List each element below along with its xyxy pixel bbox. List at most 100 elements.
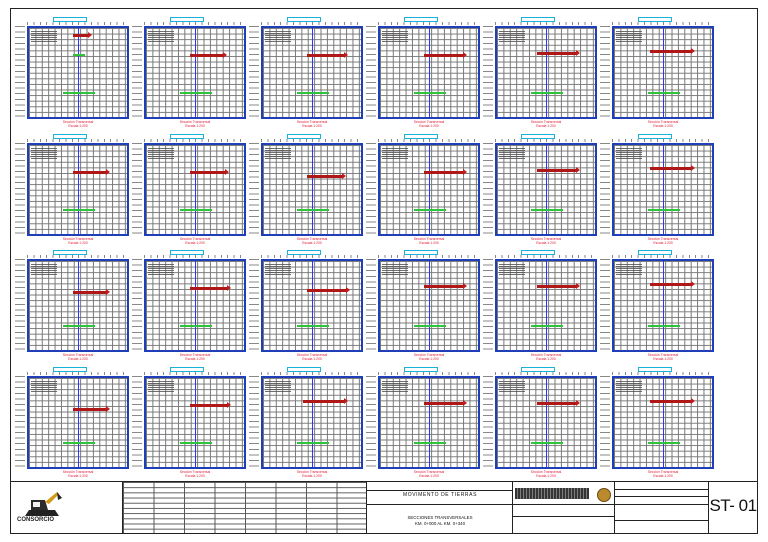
- section-scale-label: Escala 1:200: [302, 357, 322, 361]
- section-grid-frame: [261, 26, 363, 119]
- revision-grid: [123, 482, 367, 534]
- offset-ticks: [378, 138, 480, 142]
- section-legend: [616, 31, 642, 43]
- section-label: Sección Transversal: [62, 353, 94, 357]
- section-scale-label: Escala 1:200: [536, 357, 556, 361]
- cross-section-panel: Sección Transversal Escala 1:200: [366, 250, 482, 367]
- section-scale-label: Escala 1:200: [419, 240, 439, 245]
- offset-ticks: [612, 138, 714, 142]
- design-base-line: [414, 92, 446, 94]
- section-title-box: [404, 17, 438, 22]
- offset-ticks: [144, 371, 246, 375]
- cross-section-panel: Sección Transversal Escala 1:200: [600, 250, 716, 367]
- terrain-profile: [424, 168, 467, 175]
- section-label: Sección Transversal: [296, 236, 328, 241]
- section-title-box: [170, 250, 204, 255]
- section-scale-label: Escala 1:200: [185, 357, 205, 361]
- section-scale-label: Escala 1:200: [185, 240, 205, 245]
- section-scale-label: Escala 1:200: [68, 473, 88, 478]
- section-grid-frame: [144, 26, 246, 119]
- excavator-logo-icon: [25, 492, 62, 516]
- section-grid-frame: [612, 375, 714, 469]
- section-grid-frame: [144, 142, 246, 236]
- section-scale-label: Escala 1:200: [536, 473, 556, 478]
- cross-section-panel: Sección Transversal Escala 1:200: [483, 133, 599, 251]
- terrain-profile: [73, 405, 110, 412]
- section-title-box: [53, 133, 87, 139]
- terrain-profile: [424, 399, 467, 406]
- centerline-axis: [78, 377, 79, 467]
- section-legend: [265, 264, 291, 276]
- cross-section-panel: Sección Transversal Escala 1:200: [249, 250, 365, 367]
- design-base-line: [180, 325, 212, 327]
- centerline-axis: [663, 377, 664, 467]
- section-title-box: [638, 250, 672, 255]
- section-label: Sección Transversal: [179, 236, 211, 241]
- elevation-ticks: [366, 259, 376, 352]
- section-label: Sección Transversal: [179, 120, 211, 124]
- sheet-number: ST- 01: [709, 496, 757, 515]
- section-legend: [31, 147, 57, 160]
- cross-section-panel: Sección Transversal Escala 1:200: [483, 366, 599, 484]
- section-label: Sección Transversal: [296, 469, 328, 474]
- design-grade-line: [73, 54, 85, 56]
- terrain-profile: [190, 401, 231, 408]
- section-legend: [265, 31, 291, 43]
- section-title-box: [404, 366, 438, 372]
- section-label: Sección Transversal: [530, 469, 562, 474]
- elevation-ticks: [366, 26, 376, 119]
- centerline-axis: [195, 377, 196, 467]
- terrain-profile: [307, 172, 346, 179]
- cross-section-panel: Sección Transversal Escala 1:200: [600, 17, 716, 134]
- centerline-axis: [312, 377, 313, 467]
- design-base-line: [648, 92, 680, 94]
- section-label: Sección Transversal: [647, 236, 679, 241]
- section-label: Sección Transversal: [647, 120, 679, 124]
- drawing-title: MOVIMENTO DE TIERRAS: [402, 492, 478, 498]
- section-grid-frame: [378, 375, 480, 469]
- section-scale-label: Escala 1:200: [419, 124, 439, 128]
- offset-ticks: [261, 138, 363, 142]
- section-grid-frame: [612, 259, 714, 352]
- terrain-profile: [650, 164, 695, 171]
- section-legend: [616, 264, 642, 276]
- offset-ticks: [612, 371, 714, 375]
- section-title-box: [404, 133, 438, 139]
- section-grid-frame: [495, 375, 597, 469]
- section-label: Sección Transversal: [413, 120, 445, 124]
- title-block: CONSORCIO MOVIMENTO DE TIERRAS SECCIONES…: [11, 481, 757, 534]
- section-grid-frame: [378, 142, 480, 236]
- section-label: Sección Transversal: [62, 120, 94, 124]
- section-legend: [382, 147, 408, 160]
- section-label: Sección Transversal: [413, 236, 445, 241]
- terrain-profile: [303, 397, 348, 404]
- section-legend: [31, 264, 57, 276]
- section-title-box: [287, 17, 321, 22]
- terrain-profile: [537, 50, 580, 56]
- section-legend: [616, 147, 642, 160]
- info-panel: [615, 482, 709, 534]
- divider: [615, 520, 709, 521]
- section-title-box: [521, 17, 555, 22]
- drawing-subtitle-1: SECCIONES TRANSVERSALES: [407, 515, 473, 520]
- cross-section-panel: Sección Transversal Escala 1:200: [132, 250, 248, 367]
- section-scale-label: Escala 1:200: [536, 124, 556, 128]
- section-grid-frame: [144, 259, 246, 352]
- divider: [367, 504, 513, 505]
- seal-icon: [597, 488, 611, 502]
- revision-table: [123, 482, 367, 534]
- section-label: Sección Transversal: [296, 120, 328, 124]
- section-legend: [382, 264, 408, 276]
- section-legend: [382, 31, 408, 43]
- section-grid-frame: [27, 142, 129, 236]
- cross-section-panel: Sección Transversal Escala 1:200: [366, 366, 482, 484]
- elevation-ticks: [132, 142, 142, 236]
- design-base-line: [414, 441, 446, 444]
- divider: [615, 504, 709, 505]
- section-label: Sección Transversal: [296, 353, 328, 357]
- centerline-axis: [429, 261, 430, 350]
- cross-section-panel: Sección Transversal Escala 1:200: [600, 133, 716, 251]
- divider: [513, 504, 615, 505]
- offset-ticks: [378, 255, 480, 258]
- elevation-ticks: [483, 259, 493, 352]
